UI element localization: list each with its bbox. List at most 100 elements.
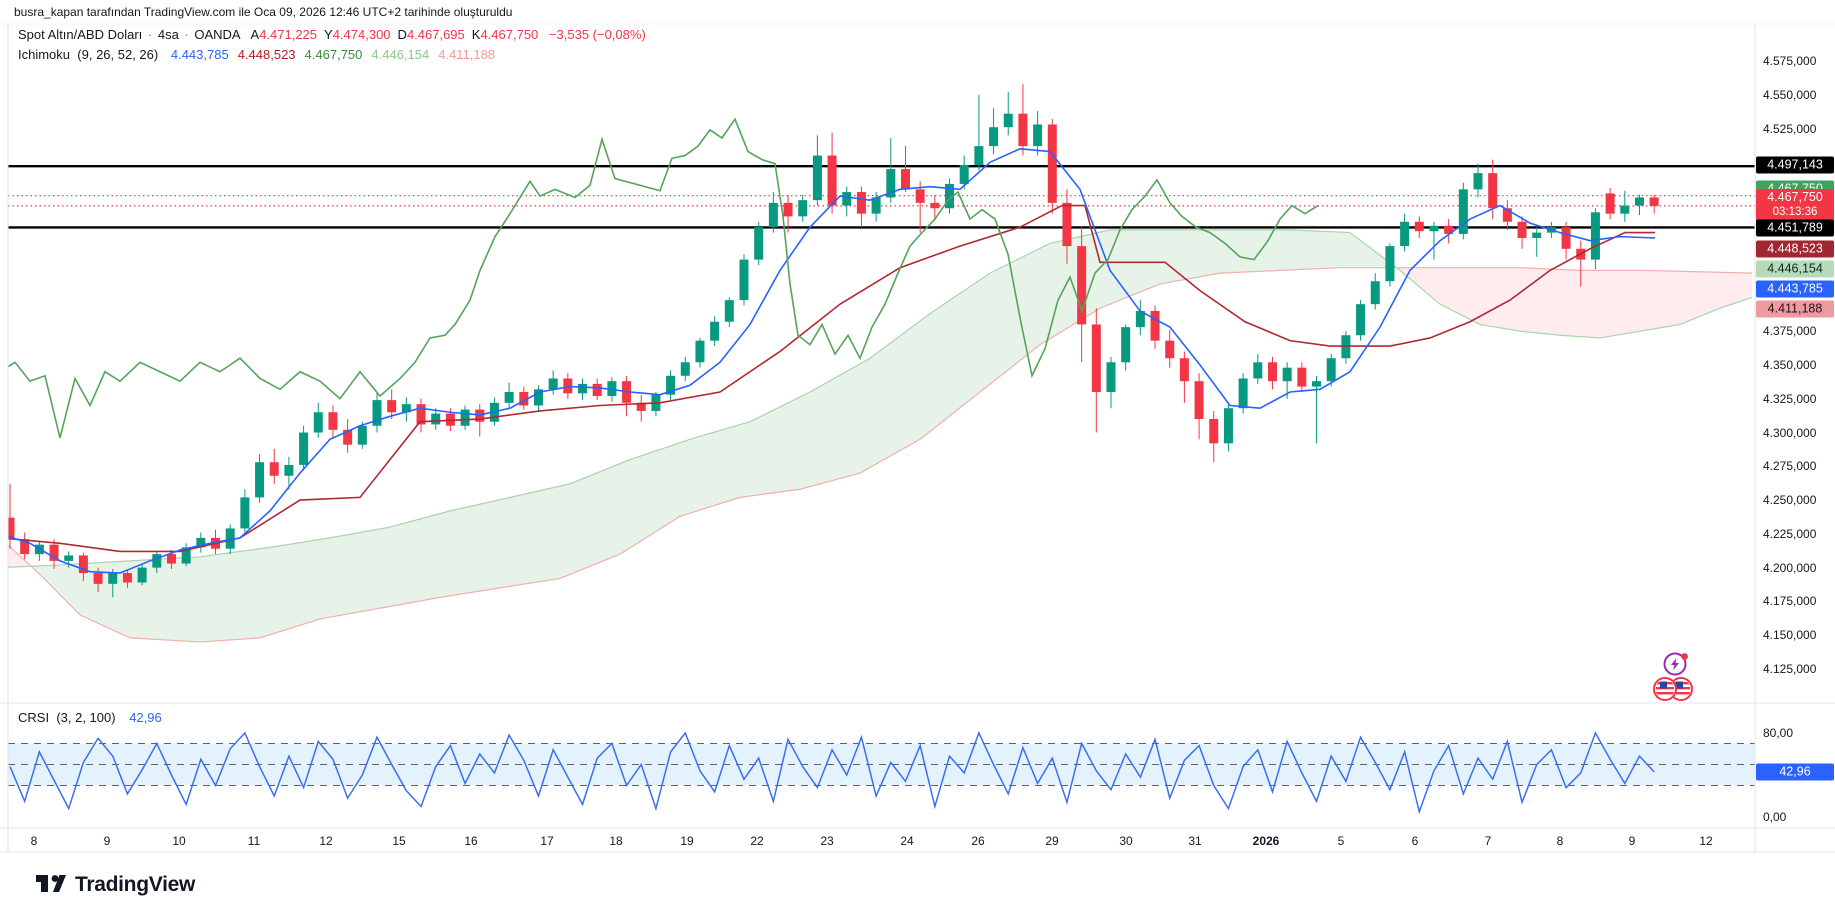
price-tick: 4.300,000 (1763, 425, 1817, 440)
candle-body (357, 425, 367, 445)
time-tick-18: 18 (609, 834, 623, 848)
price-tick: 4.200,000 (1763, 560, 1817, 575)
price-tick: 4.325,000 (1763, 391, 1817, 406)
candle-body (1209, 419, 1219, 444)
time-tick-19: 19 (680, 834, 694, 848)
candle-body (915, 189, 925, 203)
lightning-alert-icon[interactable] (1663, 652, 1688, 676)
candle-body (1150, 310, 1160, 341)
candle-body (739, 259, 749, 301)
candle-body (1018, 113, 1028, 147)
candle-body (1238, 378, 1248, 409)
symbol-legend[interactable]: Spot Altın/ABD Doları · 4sa · OANDA A4.4… (18, 27, 646, 42)
time-tick-22: 22 (750, 834, 764, 848)
candle-body (1385, 246, 1395, 282)
candle-body (724, 300, 734, 322)
crsi-tick: 0,00 (1763, 810, 1787, 824)
price-tick: 4.525,000 (1763, 121, 1817, 136)
time-tick-17: 17 (540, 834, 554, 848)
candle-body (827, 155, 837, 206)
candle-body (225, 528, 235, 549)
time-tick-12: 12 (1699, 834, 1713, 848)
candle-body (387, 400, 397, 413)
candle-body (372, 400, 382, 426)
ichimoku-params: (9, 26, 52, 26) (77, 47, 159, 62)
candle-body (592, 383, 602, 397)
candle-body (1121, 327, 1131, 363)
candle-body (1605, 193, 1615, 214)
candle-body (1297, 367, 1307, 387)
us-economic-events-icon[interactable] (1653, 677, 1693, 701)
ichimoku-legend[interactable]: Ichimoku (9, 26, 52, 26) 4.443,785 4.448,… (18, 47, 495, 62)
price-tick: 4.350,000 (1763, 357, 1817, 372)
time-tick-11: 11 (247, 834, 261, 848)
price-tick: 4.275,000 (1763, 459, 1817, 474)
candle-body (930, 202, 940, 209)
time-tick-9: 9 (103, 834, 111, 848)
attribution-text: busra_kapan tarafından TradingView.com i… (14, 5, 513, 19)
candle-body (1370, 281, 1380, 305)
price-tick: 4.125,000 (1763, 661, 1817, 676)
candle-body (607, 381, 617, 397)
candle-body (1561, 227, 1571, 249)
kijun-line (8, 204, 1655, 553)
price-pane (8, 83, 1755, 643)
time-tick-6: 6 (1411, 834, 1419, 848)
candle-body (1429, 225, 1439, 232)
candle-body (122, 573, 132, 583)
candle-body (299, 432, 309, 465)
crsi-value: 42,96 (129, 710, 162, 725)
ichimoku-value-1: 4.448,523 (237, 47, 296, 62)
candle-body (666, 375, 676, 395)
candle-body (328, 412, 338, 430)
candle-body (1473, 173, 1483, 190)
candle-body (680, 362, 690, 376)
candle-body (989, 127, 999, 147)
candle-body (166, 554, 176, 564)
crsi-pane (8, 731, 1755, 815)
price-tick: 4.150,000 (1763, 628, 1817, 643)
symbol-title: Spot Altın/ABD Doları (18, 27, 143, 42)
candle-body (431, 413, 441, 425)
time-tick-15: 15 (392, 834, 406, 848)
price-badge: 4.448,523 (1756, 240, 1834, 258)
candle-body (886, 169, 896, 198)
candle-body (754, 227, 764, 260)
crsi-legend[interactable]: CRSI (3, 2, 100) 42,96 (18, 710, 162, 725)
time-tick-23: 23 (820, 834, 834, 848)
candle-body (1106, 362, 1116, 392)
candle-body (1165, 340, 1175, 359)
price-badge: 4.451,789 (1756, 219, 1834, 237)
candle-body (1414, 221, 1424, 232)
candle-body (49, 544, 59, 561)
candle-body (578, 383, 588, 394)
candle-body (798, 200, 808, 217)
candle-body (1223, 408, 1233, 444)
candle-body (1517, 221, 1527, 238)
tradingview-logo[interactable]: TradingView (36, 872, 195, 898)
candle-body (1400, 221, 1410, 247)
ohlc-values: A4.471,225 Y4.474,300 D4.467,695 K4.467,750 (244, 27, 539, 42)
candle-body (974, 146, 984, 166)
time-tick-8: 8 (30, 834, 38, 848)
chart-event-icons[interactable] (1648, 650, 1704, 702)
candle-body (1179, 358, 1189, 382)
symbol-exchange: OANDA (194, 27, 240, 42)
time-tick-26: 26 (971, 834, 985, 848)
candle-body (1488, 173, 1498, 209)
ichimoku-value-3: 4.446,154 (371, 47, 430, 62)
ichimoku-value-4: 4.411,188 (438, 47, 496, 62)
candle-body (1634, 197, 1644, 206)
price-tick: 4.250,000 (1763, 493, 1817, 508)
candle-body (1532, 232, 1542, 238)
candle-body (1649, 197, 1659, 206)
time-tick-12: 12 (319, 834, 333, 848)
candle-body (1135, 310, 1145, 328)
candle-body (240, 497, 250, 529)
candle-body (695, 340, 705, 363)
price-badge: 4.411,188 (1756, 300, 1834, 318)
candle-body (533, 389, 543, 406)
ichimoku-cloud (8, 229, 1752, 642)
